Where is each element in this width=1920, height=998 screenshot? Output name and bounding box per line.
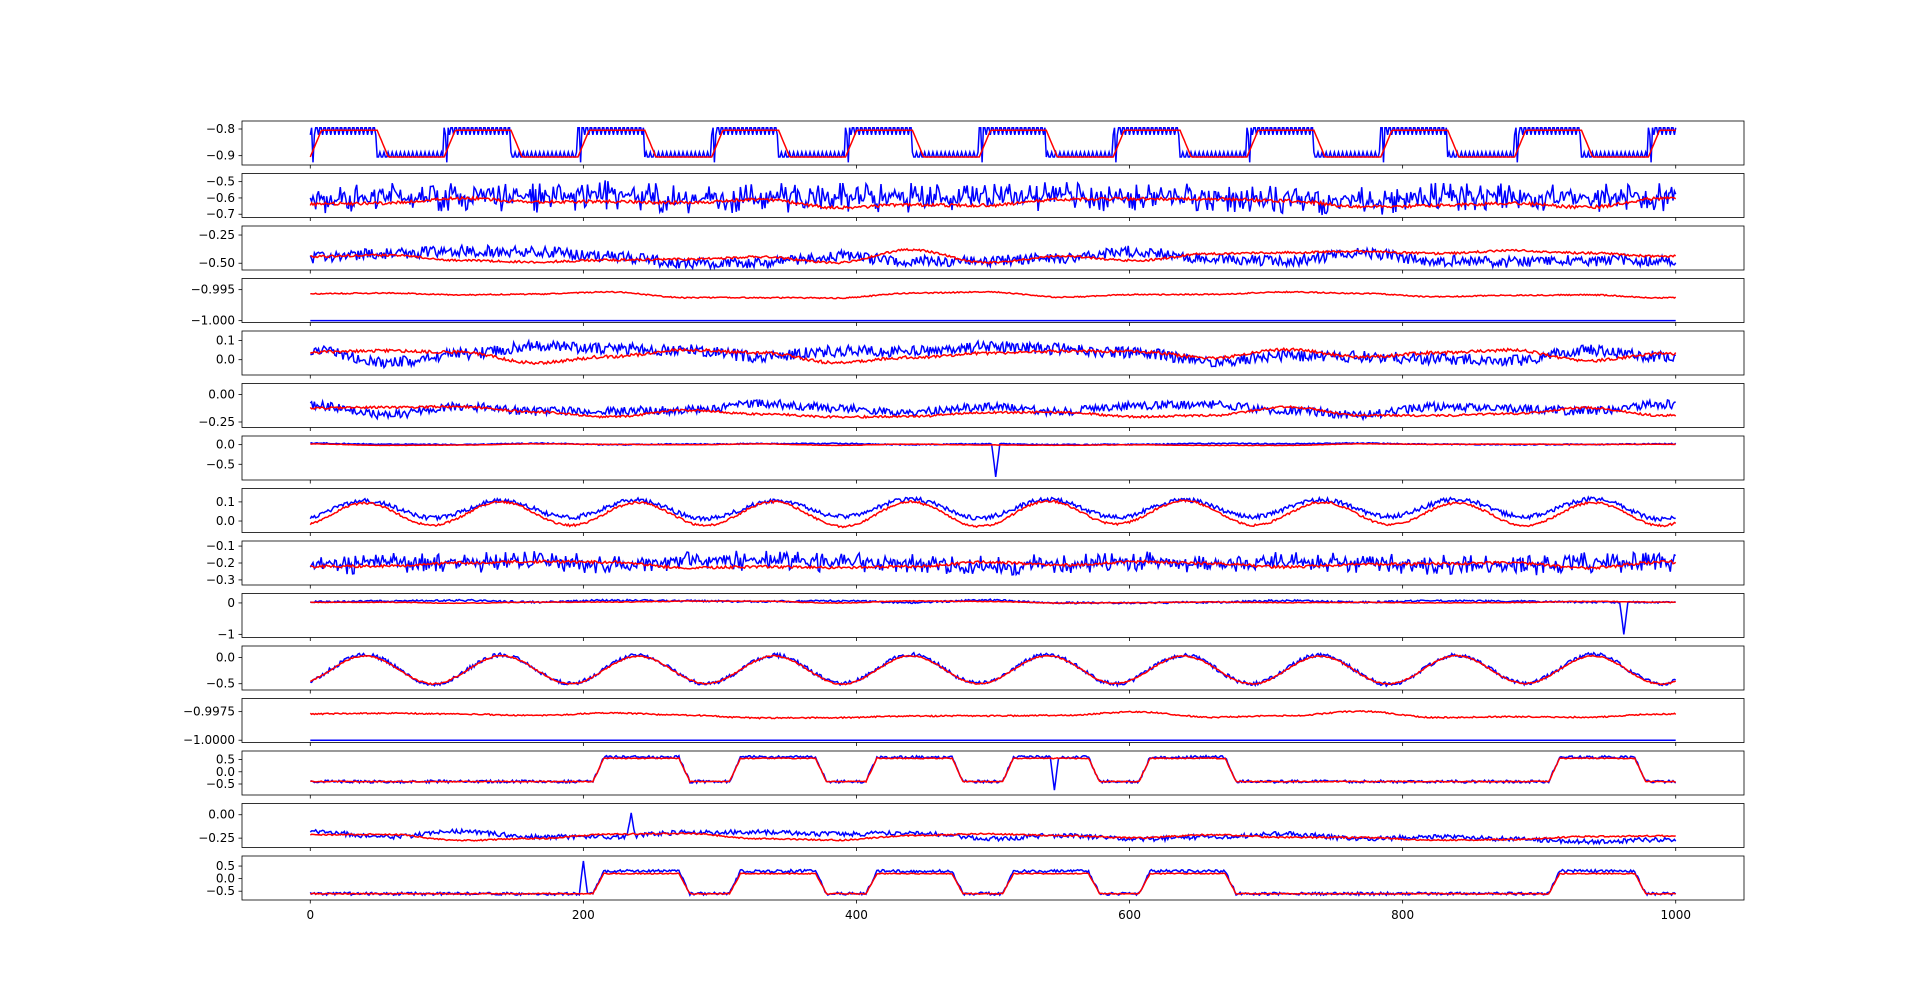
y-tick-label: 0.0 (216, 514, 235, 528)
series-line-red (309, 558, 1677, 571)
series-line-red (309, 195, 1677, 210)
series-line-red (310, 756, 1676, 784)
subplot-1: −0.8 −0.9 (206, 120, 1745, 169)
y-tick-label: 0.0 (216, 353, 235, 367)
y-tick-label: 0.1 (216, 334, 235, 348)
y-tick-label: 0 (227, 596, 235, 610)
y-tick-label: −0.2 (206, 556, 235, 570)
series-line-blue (310, 441, 1677, 477)
y-tick-label: −0.7 (206, 207, 235, 221)
y-tick-label: 0.0 (216, 872, 235, 886)
y-tick-label: −0.25 (198, 415, 235, 429)
x-tick-label: 200 (572, 908, 595, 922)
series-line-red (309, 404, 1677, 420)
subplot-7: 0.0 −0.5 (206, 435, 1745, 484)
series-line-blue (309, 180, 1677, 216)
y-tick-label: 0.0 (216, 651, 235, 665)
axes-frame (241, 225, 1745, 271)
axes-frame (241, 278, 1745, 323)
y-tick-label: −0.5 (206, 677, 235, 691)
subplot-3: −0.25 −0.50 (198, 225, 1745, 274)
axes-frame (241, 750, 1745, 796)
series-line-red (310, 247, 1677, 265)
x-tick-label: 0 (306, 908, 314, 922)
x-tick-label: 800 (1391, 908, 1414, 922)
subplot-4: −0.995 −1.000 (191, 278, 1745, 328)
series-line-red (309, 347, 1677, 366)
series-line-red (309, 654, 1677, 686)
series-line-blue (310, 754, 1677, 791)
subplot-10: 0 −1 (217, 593, 1745, 641)
y-tick-label: −1 (217, 627, 235, 641)
y-tick-label: 0.00 (208, 388, 235, 402)
series-line-red (310, 290, 1677, 300)
series-line-red (310, 442, 1676, 447)
series-line-blue (309, 550, 1677, 577)
y-tick-label: 0.0 (216, 765, 235, 779)
y-tick-label: −0.995 (191, 283, 235, 297)
y-tick-label: −0.5 (206, 777, 235, 791)
series-line-red (309, 832, 1676, 842)
subplot-6: 0.00 −0.25 (198, 383, 1745, 431)
y-tick-label: 0.5 (216, 753, 235, 767)
series-line-blue (309, 495, 1676, 523)
series-line-blue (309, 598, 1676, 635)
series-line-red (309, 872, 1676, 896)
axes-frame (241, 173, 1745, 218)
subplot-14: 0.00 −0.25 (198, 803, 1745, 851)
series-line-red (309, 709, 1677, 720)
series-line-red (309, 129, 1676, 158)
y-tick-label: 0.0 (216, 438, 235, 452)
series-line-blue (309, 243, 1677, 271)
subplot-13: 0.50.0−0.5 (206, 750, 1745, 799)
y-tick-label: −0.5 (206, 457, 235, 471)
y-tick-label: −1.000 (191, 314, 235, 328)
series-line-red (310, 599, 1676, 605)
axes-frame (241, 488, 1745, 533)
subplot-5: 0.10.0 (216, 330, 1745, 379)
axes-frame (241, 698, 1745, 743)
axes-frame (241, 855, 1745, 901)
y-tick-label: −1.0000 (183, 733, 235, 747)
y-tick-label: −0.9975 (183, 705, 235, 719)
series-line-blue (309, 812, 1677, 846)
axes-frame (241, 435, 1745, 481)
y-tick-label: −0.3 (206, 573, 235, 587)
x-tick-label: 1000 (1660, 908, 1691, 922)
subplot-2: −0.5 −0.6 −0.7 (206, 173, 1745, 221)
series-line-blue (309, 860, 1677, 897)
subplot-8: 0.10.0 (216, 488, 1745, 536)
y-tick-label: −0.25 (198, 228, 235, 242)
y-tick-label: 0.00 (208, 808, 235, 822)
series-line-red (309, 498, 1677, 529)
y-tick-label: −0.9 (206, 149, 235, 163)
axes-frame (241, 645, 1745, 691)
x-tick-label: 600 (1118, 908, 1141, 922)
subplot-12: −0.9975 −1.0000 (183, 698, 1745, 747)
subplot-9: −0.1 −0.2 −0.3 (206, 539, 1745, 589)
y-tick-label: −0.5 (206, 175, 235, 189)
series-line-blue (309, 397, 1676, 422)
y-tick-label: 0.5 (216, 859, 235, 873)
x-tick-label: 400 (845, 908, 868, 922)
axes-frame (241, 593, 1745, 638)
axes-frame (241, 803, 1745, 848)
subplot-11: 0.0 −0.5 (206, 645, 1745, 694)
y-tick-label: −0.6 (206, 191, 235, 205)
axes-frame (241, 330, 1745, 376)
y-tick-label: 0.1 (216, 495, 235, 509)
y-tick-label: −0.5 (206, 884, 235, 898)
y-tick-label: −0.50 (198, 256, 235, 270)
axes-frame (241, 383, 1745, 428)
subplot-15: 0.50.0−0.5 (206, 855, 1745, 904)
y-tick-label: −0.8 (206, 122, 235, 136)
axes-frame (241, 120, 1745, 166)
series-line-blue (310, 338, 1677, 370)
y-tick-label: −0.25 (198, 831, 235, 845)
y-tick-label: −0.1 (206, 539, 235, 553)
